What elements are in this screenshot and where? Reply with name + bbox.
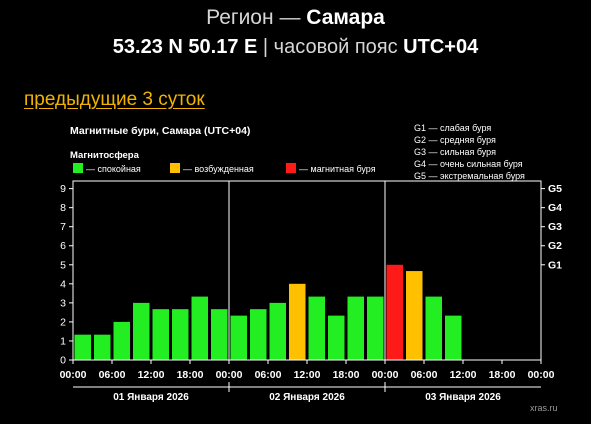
watermark: xras.ru [530, 403, 558, 413]
x-tick-label: 18:00 [177, 369, 204, 381]
kp-bar [250, 309, 267, 360]
legend-swatch-excited [170, 163, 180, 173]
kp-bar [406, 271, 423, 360]
y-tick-label: 7 [60, 221, 66, 233]
g-tick-label: G1 [548, 259, 562, 271]
kp-chart-svg: Магнитные бури, Самара (UTC+04) Магнитос… [40, 123, 562, 413]
kp-bar [367, 296, 384, 360]
coords-separator: | [262, 36, 269, 58]
x-tick-label: 18:00 [489, 369, 516, 381]
kp-bar [289, 283, 306, 360]
kp-bar [347, 296, 364, 360]
y-tick-label: 2 [60, 316, 66, 328]
y-tick-label: 6 [60, 240, 66, 252]
kp-bar [425, 296, 442, 360]
x-tick-label: 06:00 [411, 369, 438, 381]
x-tick-label: 12:00 [138, 369, 165, 381]
y-tick-label: 9 [60, 183, 66, 195]
y-tick-label: 8 [60, 202, 66, 214]
kp-bar [230, 315, 247, 360]
legend-label-excited: — возбужденная [183, 164, 254, 174]
coordinates-line: 53.23 N 50.17 E | часовой пояс UTC+04 [0, 36, 591, 59]
timezone-label: часовой пояс [273, 36, 398, 58]
kp-bar [74, 334, 91, 360]
kp-bar [445, 315, 462, 360]
kp-bar [152, 309, 169, 360]
chart-subtitle: Магнитосфера [70, 150, 140, 161]
g-legend-entry: G2 — средняя буря [414, 135, 496, 145]
kp-bar [308, 296, 325, 360]
y-tick-label: 1 [60, 335, 66, 347]
region-title: Регион — Самара [0, 6, 591, 30]
region-dash: — [279, 6, 301, 29]
g-legend-entry: G1 — слабая буря [414, 123, 491, 133]
day-label: 01 Января 2026 [113, 392, 189, 403]
chart-title: Магнитные бури, Самара (UTC+04) [70, 125, 250, 137]
kp-bar [133, 302, 150, 360]
g-legend-entry: G3 — сильная буря [414, 147, 496, 157]
coordinates: 53.23 N 50.17 E [112, 36, 258, 58]
day-label: 03 Января 2026 [425, 392, 501, 403]
kp-bar [113, 321, 130, 360]
kp-bar [94, 334, 111, 360]
g-tick-label: G3 [548, 221, 562, 233]
g-tick-label: G5 [548, 183, 562, 195]
x-tick-label: 00:00 [528, 369, 555, 381]
x-tick-label: 00:00 [216, 369, 243, 381]
kp-bar [211, 309, 228, 360]
y-tick-label: 0 [60, 355, 66, 367]
y-tick-label: 5 [60, 259, 66, 271]
kp-bar [191, 296, 208, 360]
legend-swatch-calm [73, 163, 83, 173]
x-tick-label: 18:00 [333, 369, 360, 381]
y-tick-label: 4 [60, 278, 66, 290]
kp-bar [386, 264, 403, 360]
legend-label-calm: — спокойная [86, 164, 141, 174]
y-tick-label: 3 [60, 297, 66, 309]
x-tick-label: 00:00 [60, 369, 87, 381]
kp-bar [172, 309, 189, 360]
x-tick-label: 06:00 [99, 369, 126, 381]
previous-3-days-link[interactable]: предыдущие 3 суток [24, 89, 205, 110]
region-name: Самара [306, 6, 385, 29]
kp-bar [328, 315, 345, 360]
legend-swatch-storm [286, 163, 296, 173]
g-tick-label: G2 [548, 240, 562, 252]
region-label: Регион [206, 6, 274, 29]
g-tick-label: G4 [548, 202, 562, 214]
x-tick-label: 12:00 [450, 369, 477, 381]
g-legend-entry: G5 — экстремальная буря [414, 171, 525, 181]
day-label: 02 Января 2026 [269, 392, 345, 403]
x-tick-label: 06:00 [255, 369, 282, 381]
kp-bar [269, 302, 286, 360]
x-tick-label: 00:00 [372, 369, 399, 381]
x-tick-label: 12:00 [294, 369, 321, 381]
g-legend-entry: G4 — очень сильная буря [414, 159, 523, 169]
legend-label-storm: — магнитная буря [299, 164, 376, 174]
kp-chart: Магнитные бури, Самара (UTC+04) Магнитос… [40, 118, 570, 416]
timezone-value: UTC+04 [403, 36, 479, 58]
